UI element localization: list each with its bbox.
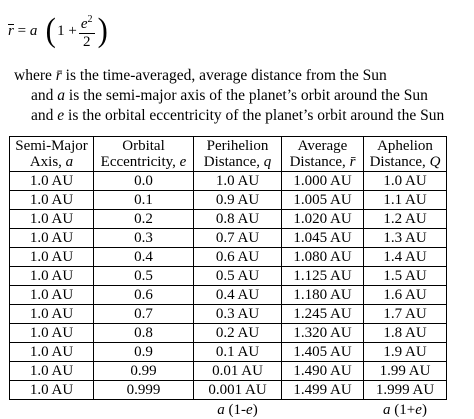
table-cell: 1.99 AU [364,362,447,381]
formula-lhs: r [8,23,14,40]
table-cell: 1.490 AU [282,362,364,381]
left-paren: ( [38,14,56,48]
table-cell: 0.4 [94,248,194,267]
table-cell: 1.125 AU [282,267,364,286]
description-line-2: and a is the semi-major axis of the plan… [14,86,470,106]
table-cell: 0.6 [94,286,194,305]
table-cell: 1.999 AU [364,381,447,400]
table-cell: 1.245 AU [282,305,364,324]
table-cell: 1.3 AU [364,229,447,248]
table-cell: 1.0 AU [10,267,94,286]
table-cell: 1.0 AU [10,324,94,343]
table-cell: 0.9 AU [194,191,282,210]
table-cell: 0.7 AU [194,229,282,248]
footer-cell [94,400,194,419]
table-cell: 1.4 AU [364,248,447,267]
table-cell: 0.8 AU [194,210,282,229]
description-line-3: and e is the orbital eccentricity of the… [14,106,470,126]
table-cell: 0.3 AU [194,305,282,324]
table-cell: 1.0 AU [10,248,94,267]
fraction-numerator: e2 [79,11,95,34]
table-cell: 1.8 AU [364,324,447,343]
table-cell: 1.0 AU [10,343,94,362]
footer-cell [10,400,94,419]
formula-eq: = a [14,23,37,40]
table-cell: 1.405 AU [282,343,364,362]
formula-fraction: e2 2 [79,11,95,51]
table-cell: 0.01 AU [194,362,282,381]
table-cell: 1.499 AU [282,381,364,400]
table-cell: 1.0 AU [364,172,447,191]
table-cell: 1.0 AU [10,381,94,400]
table-cell: 0.4 AU [194,286,282,305]
table-cell: 0.1 [94,191,194,210]
table-cell: 1.5 AU [364,267,447,286]
table-cell: 1.0 AU [10,362,94,381]
table-cell: 0.9 [94,343,194,362]
table-cell: 1.0 AU [194,172,282,191]
table-cell: 0.99 [94,362,194,381]
table-cell: 0.5 AU [194,267,282,286]
table-cell: 1.045 AU [282,229,364,248]
table-cell: 1.320 AU [282,324,364,343]
description: where r̄ is the time-averaged, average d… [14,66,470,126]
table-cell: 0.1 AU [194,343,282,362]
table-cell: 1.000 AU [282,172,364,191]
table-cell: 1.180 AU [282,286,364,305]
table-cell: 0.2 [94,210,194,229]
description-line-1: where r̄ is the time-averaged, average d… [14,66,470,86]
table-cell: 0.6 AU [194,248,282,267]
table-cell: 1.9 AU [364,343,447,362]
table-cell: 0.5 [94,267,194,286]
table-cell: 0.8 [94,324,194,343]
table-cell: 0.001 AU [194,381,282,400]
table-cell: 0.999 [94,381,194,400]
table-cell: 1.0 AU [10,210,94,229]
table-cell: 1.0 AU [10,229,94,248]
table-cell: 1.0 AU [10,305,94,324]
fraction-denominator: 2 [83,34,91,51]
footer-cell: a (1+e) [364,400,447,419]
table-cell: 1.005 AU [282,191,364,210]
table-cell: 0.7 [94,305,194,324]
table-cell: 1.0 AU [10,286,94,305]
formula-one-plus: 1 + [57,23,77,40]
table-cell: 1.1 AU [364,191,447,210]
table-cell: 1.6 AU [364,286,447,305]
table-cell: 1.080 AU [282,248,364,267]
table-cell: 0.0 [94,172,194,191]
table-cell: 0.2 AU [194,324,282,343]
footer-cell [282,400,364,419]
table-cell: 1.0 AU [10,191,94,210]
footer-cell: a (1-e) [194,400,282,419]
table-cell: 1.0 AU [10,172,94,191]
footer-row: a (1-e) a (1+e) [10,400,447,419]
table-cell: 1.7 AU [364,305,447,324]
table-cell: 1.2 AU [364,210,447,229]
table-cell: 0.3 [94,229,194,248]
formula: r = a ( 1 + e2 2 ) [8,6,108,56]
right-paren: ) [97,14,107,48]
table-cell: 1.020 AU [282,210,364,229]
